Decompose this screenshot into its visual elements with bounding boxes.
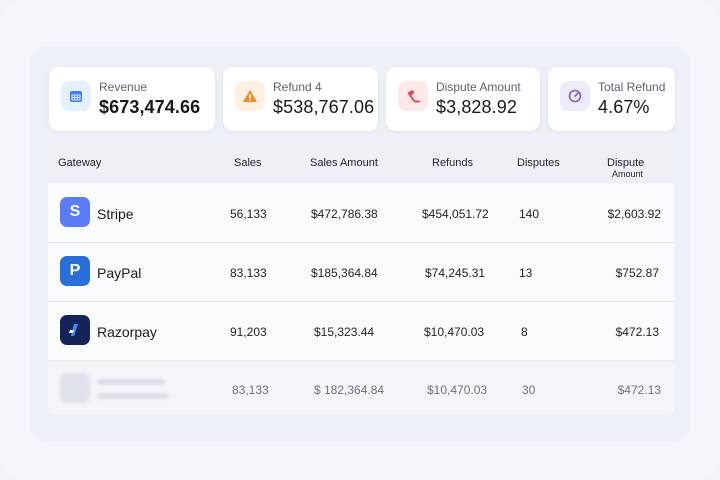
sales-cell: 83,133 [230, 265, 267, 280]
sales-amount-cell: $15,323.44 [314, 324, 375, 339]
table-row-razorpay[interactable]: Razorpay 91,203 $15,323.44 $10,470.03 8 … [48, 302, 674, 361]
column-header-dispute-amount[interactable]: Dispute [607, 157, 645, 169]
disputes-cell: 30 [522, 382, 536, 397]
stat-card-refund[interactable]: Refund 4 $538,767.06 [223, 67, 378, 131]
stat-value: $538,767.06 [273, 97, 375, 117]
placeholder-logo-icon [60, 373, 90, 403]
stat-value: $673,474.66 [99, 97, 201, 117]
stat-card-total-refund[interactable]: Total Refund 4.67% [548, 67, 675, 131]
calendar-icon [61, 81, 91, 111]
disputes-cell: 8 [521, 324, 528, 339]
refunds-cell: $10,470.03 [424, 324, 485, 339]
column-header-sales[interactable]: Sales [234, 157, 262, 169]
stat-label: Revenue [99, 80, 148, 94]
gateway-name: Razorpay [97, 323, 157, 340]
column-header-refunds[interactable]: Refunds [432, 157, 473, 169]
razorpay-logo-icon [60, 315, 90, 345]
disputes-cell: 140 [519, 206, 540, 221]
dispute-amount-cell: $472.13 [615, 324, 659, 339]
warning-icon [235, 81, 265, 111]
paypal-logo-icon: P [60, 256, 90, 286]
refunds-cell: $74,245.31 [425, 265, 486, 280]
sales-cell: 83,133 [232, 382, 269, 397]
gateway-name: Stripe [97, 205, 134, 222]
gateway-table: Gateway Sales Sales Amount Refunds Dispu… [48, 143, 674, 414]
column-header-gateway[interactable]: Gateway [58, 157, 102, 169]
table-row-paypal[interactable]: P PayPal 83,133 $185,364.84 $74,245.31 1… [48, 243, 674, 302]
sales-amount-cell: $ 182,364.84 [314, 382, 385, 397]
dispute-amount-cell: $752.87 [615, 265, 659, 280]
disputes-cell: 13 [519, 265, 533, 280]
logo-letter: S [69, 203, 81, 220]
column-header-disputes[interactable]: Disputes [517, 157, 560, 169]
stripe-logo-icon: S [60, 197, 90, 227]
placeholder-bar [97, 379, 165, 385]
logo-letter: P [69, 262, 81, 279]
gavel-icon [398, 81, 428, 111]
dispute-amount-cell: $472.13 [617, 382, 661, 397]
stat-value: $3,828.92 [436, 97, 517, 117]
sales-amount-cell: $185,364.84 [311, 265, 378, 280]
table-row-placeholder: 83,133 $ 182,364.84 $10,470.03 30 $472.1… [48, 361, 674, 414]
sales-cell: 91,203 [230, 324, 267, 339]
stat-card-revenue[interactable]: Revenue $673,474.66 [49, 67, 215, 131]
dispute-amount-cell: $2,603.92 [607, 206, 661, 221]
table-row-stripe[interactable]: S Stripe 56,133 $472,786.38 $454,051.72 … [48, 184, 674, 243]
sales-amount-cell: $472,786.38 [311, 206, 378, 221]
placeholder-bar [97, 393, 169, 399]
stat-label: Refund 4 [273, 80, 322, 94]
table-header: Gateway Sales Sales Amount Refunds Dispu… [48, 143, 674, 183]
stat-label: Total Refund [598, 80, 666, 94]
gauge-icon [560, 81, 590, 111]
refunds-cell: $454,051.72 [422, 206, 489, 221]
refunds-cell: $10,470.03 [427, 382, 488, 397]
stat-value: 4.67% [598, 97, 650, 117]
sales-cell: 56,133 [230, 206, 267, 221]
column-header-sales-amount[interactable]: Sales Amount [310, 157, 378, 169]
gateway-name: PayPal [97, 264, 142, 281]
stat-label: Dispute Amount [436, 80, 521, 94]
column-header-dispute-amount-sub: Amount [612, 169, 644, 179]
stat-card-dispute-amount[interactable]: Dispute Amount $3,828.92 [386, 67, 540, 131]
